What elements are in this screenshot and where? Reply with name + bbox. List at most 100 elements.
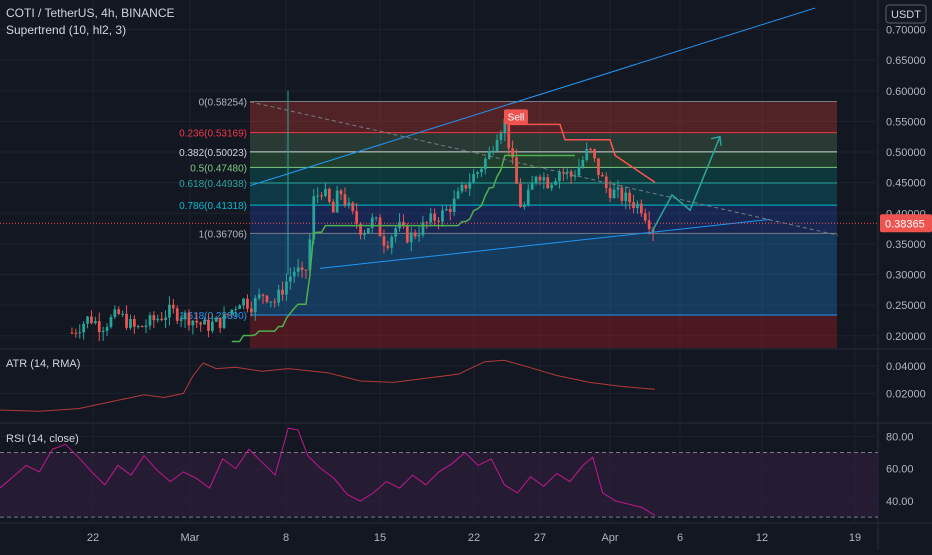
candle-body	[152, 315, 156, 321]
indicator-title[interactable]: Supertrend (10, hl2, 3)	[6, 23, 126, 37]
candle-body	[70, 332, 74, 334]
candle-body	[210, 321, 214, 331]
candle-body	[546, 177, 550, 189]
candle-body	[608, 188, 612, 199]
candle-body	[491, 150, 495, 152]
candle-body	[573, 175, 577, 177]
candle-body	[402, 221, 405, 226]
candle-body	[109, 316, 113, 328]
candle-body	[569, 171, 573, 177]
symbol-title[interactable]: COTI / TetherUS, 4h, BINANCE	[6, 6, 175, 20]
candle-body	[643, 213, 647, 221]
time-tick-label: 27	[534, 532, 546, 544]
lower-trendline	[319, 218, 771, 269]
last-price-badge	[880, 214, 932, 233]
candle-body	[347, 202, 351, 205]
candle-body	[577, 166, 581, 176]
candle-body	[444, 208, 448, 211]
candle-body	[226, 314, 230, 316]
candle-body	[265, 295, 269, 302]
candle-body	[132, 318, 136, 327]
candle-body	[597, 158, 600, 175]
candle-body	[261, 294, 265, 296]
candle-body	[464, 184, 468, 189]
rsi-layer	[0, 427, 878, 518]
candle-body	[335, 190, 339, 213]
candle-body	[86, 316, 89, 324]
price-tick-label: 0.50000	[886, 147, 926, 159]
fib-zone	[250, 183, 837, 206]
candle-body	[164, 317, 167, 321]
time-tick-label: 6	[677, 532, 683, 544]
forecast-path	[651, 136, 721, 232]
time-tick-label: 22	[468, 532, 480, 544]
rsi-line	[0, 427, 656, 516]
candle-body	[195, 320, 199, 323]
candle-body	[386, 245, 390, 248]
candle-body	[487, 151, 491, 159]
dashed-trendline	[249, 101, 839, 236]
price-tick-label: 0.25000	[886, 300, 926, 312]
last-price-label: 0.38365	[885, 218, 925, 230]
candle-body	[378, 217, 382, 237]
candle-body	[249, 308, 253, 313]
candle-body	[405, 225, 409, 243]
candle-body	[522, 205, 526, 208]
candle-body	[452, 198, 456, 212]
candle-body	[222, 314, 226, 328]
candle-body	[526, 189, 530, 206]
candle-body	[433, 213, 437, 221]
candle-body	[187, 312, 191, 326]
fib-level-label: 1.618(0.23390)	[179, 311, 247, 322]
fib-zone	[250, 233, 837, 315]
price-tick-label: 0.70000	[886, 25, 926, 37]
candle-body	[257, 294, 261, 299]
currency-button[interactable]: USDT	[885, 4, 927, 24]
candle-body	[413, 232, 417, 237]
candle-body	[93, 321, 97, 324]
candle-body	[331, 201, 335, 213]
candle-body	[581, 160, 585, 167]
candle-body	[554, 181, 557, 185]
rsi-tick-label: 80.00	[886, 431, 914, 443]
candle-body	[480, 168, 483, 173]
candle-body	[507, 118, 511, 149]
rsi-band	[0, 452, 878, 518]
candle-body	[171, 304, 175, 309]
candle-body	[296, 267, 300, 272]
candle-body	[160, 318, 164, 321]
candle-body	[483, 158, 487, 169]
candle-body	[156, 318, 160, 321]
candle-body	[409, 232, 413, 243]
candle-body	[144, 325, 148, 328]
time-tick-label: 8	[283, 532, 289, 544]
candle-body	[218, 317, 222, 328]
rsi-title[interactable]: RSI (14, close)	[6, 433, 79, 445]
rsi-tick-label: 60.00	[886, 464, 914, 476]
atr-title[interactable]: ATR (14, RMA)	[6, 358, 80, 370]
candle-body	[632, 202, 635, 209]
candle-body	[285, 281, 288, 295]
fib-zone	[250, 101, 837, 133]
atr-line	[0, 359, 656, 412]
candle-body	[105, 327, 109, 331]
candle-body	[561, 172, 565, 174]
candle-body	[117, 309, 121, 314]
candle-body	[550, 184, 554, 189]
candle-body	[628, 192, 632, 203]
candle-body	[476, 172, 479, 174]
candle-body	[78, 332, 82, 334]
sell-signal-badge	[504, 109, 528, 125]
candle-body	[343, 194, 347, 205]
candle-body	[246, 298, 249, 309]
candle-body	[636, 203, 639, 209]
candle-body	[468, 182, 472, 189]
candle-body	[273, 301, 277, 303]
candle-body	[394, 228, 398, 237]
sell-signal-label: Sell	[508, 112, 525, 123]
candle-body	[234, 308, 238, 310]
candle-body	[199, 322, 203, 325]
candle-body	[374, 217, 378, 219]
candle-body	[207, 319, 210, 331]
